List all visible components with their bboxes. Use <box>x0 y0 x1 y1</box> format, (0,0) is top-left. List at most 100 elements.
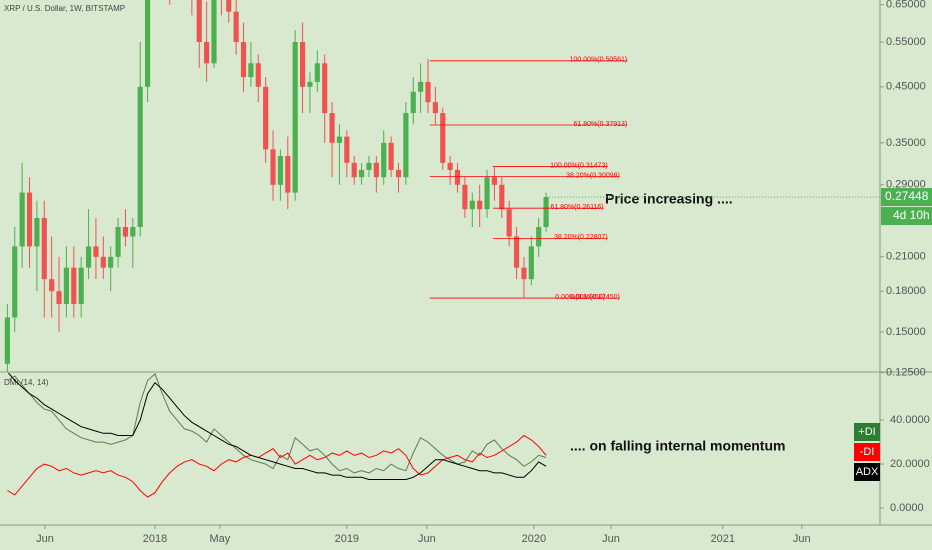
x-tick-label: Jun <box>418 533 436 545</box>
last-price-label: 0.27448 <box>885 189 929 203</box>
candle-body <box>314 63 320 82</box>
y-tick-label: 0.12500 <box>886 366 926 378</box>
candle-body <box>226 0 232 12</box>
candle-body <box>255 63 261 87</box>
legend-label: +DI <box>858 426 875 438</box>
candle-body <box>307 81 313 87</box>
candle-body <box>425 81 431 103</box>
x-tick-label: May <box>210 533 231 545</box>
candle-body <box>469 200 475 210</box>
candle-body <box>85 246 92 268</box>
candle-body <box>410 91 416 114</box>
x-tick-label: 2020 <box>522 533 546 545</box>
candle-body <box>263 86 269 150</box>
y-tick-label: 0.45000 <box>886 81 926 93</box>
candle-body <box>491 177 498 185</box>
axes: Jun 2018 May 2019 Jun 2020 Jun 2021 Jun 0.12500 0.… <box>36 0 932 545</box>
candle-body <box>373 162 379 178</box>
candle-body <box>395 169 402 178</box>
candle-body <box>440 113 446 163</box>
candle-body <box>344 136 350 163</box>
x-tick-label: 2021 <box>711 533 735 545</box>
legend-label: ADX <box>856 466 879 478</box>
candle-body <box>359 169 365 178</box>
candle-body <box>536 227 542 247</box>
price-pane: 100.00%(0.50561) 61.80%(0.37913) 0.00%(0.1… <box>4 0 628 372</box>
candle-body <box>277 155 284 185</box>
fib-label: 100.00%(0.31473) <box>550 162 608 169</box>
candle-body <box>71 267 77 304</box>
fib-label: 61.80%(0.26116) <box>550 204 603 211</box>
y2-tick-label: 20.0000 <box>890 458 930 470</box>
candle-body <box>403 113 409 178</box>
candle-body <box>130 227 136 237</box>
legend-badge <box>854 423 880 441</box>
candle-body <box>122 227 129 237</box>
candle-body <box>137 86 143 228</box>
candle-body <box>432 102 438 114</box>
x-tick-label: 2019 <box>335 533 359 545</box>
candle-body <box>299 42 306 87</box>
fib-label: 100.00%(0.50561) <box>570 57 628 64</box>
candle-body <box>49 279 55 292</box>
fib-label: 0.00%(0.17450) <box>555 294 605 301</box>
candle-body <box>499 184 505 210</box>
y-tick-label: 0.21000 <box>886 251 926 263</box>
candle-body <box>388 142 394 170</box>
legend-label: -DI <box>860 446 875 458</box>
candle-body <box>513 236 520 268</box>
candle-body <box>528 246 534 280</box>
candle-body <box>4 317 10 364</box>
candle-body <box>26 192 33 247</box>
fib-label: 38.20%(0.22807) <box>554 234 608 241</box>
indicator-annotation: .... on falling internal momentum <box>570 438 785 454</box>
dmi-line <box>7 434 547 498</box>
countdown-label: 4d 10h <box>893 208 930 222</box>
x-tick-label: Jun <box>36 533 54 545</box>
y-tick-label: 0.18000 <box>886 285 926 297</box>
candle-body <box>12 246 18 318</box>
candle-body <box>292 42 298 193</box>
last-price-badge <box>881 188 932 207</box>
indicator-title: DMI (14, 14) <box>4 378 49 387</box>
candle-body <box>322 63 328 114</box>
candle-body <box>63 267 69 304</box>
candle-body <box>454 169 461 185</box>
candle-body <box>447 162 453 170</box>
y-tick-label: 0.29000 <box>886 179 926 191</box>
candle-body <box>78 267 84 304</box>
candle-body <box>285 155 291 193</box>
y2-tick-label: 0.0000 <box>890 502 924 514</box>
candle-body <box>233 11 239 43</box>
candle-body <box>543 197 549 228</box>
candle-body <box>506 209 512 237</box>
candle-body <box>418 81 424 92</box>
candle-body <box>93 246 99 257</box>
candle-body <box>248 63 254 78</box>
candle-body <box>351 162 357 178</box>
candle-body <box>56 291 62 304</box>
fib-label: 0.00%(0.17450) <box>570 294 620 301</box>
candle-body <box>366 162 372 170</box>
annotation: Price increasing .... <box>605 191 733 207</box>
candle-body <box>108 256 114 268</box>
x-tick-label: 2018 <box>143 533 167 545</box>
x-tick-label: Jun <box>602 533 620 545</box>
y2-tick-label: 40.0000 <box>890 414 930 426</box>
candle-body <box>211 0 217 64</box>
fib-label: 61.80%(0.37913) <box>574 121 628 128</box>
candle-body <box>204 42 210 64</box>
candle-body <box>34 217 40 247</box>
y-tick-label: 0.55000 <box>886 36 926 48</box>
candle-body <box>19 192 25 247</box>
y-tick-label: 0.65000 <box>886 0 926 11</box>
y-tick-label: 0.35000 <box>886 137 926 149</box>
candle-body <box>462 184 468 210</box>
candle-body <box>521 267 527 280</box>
candle-body <box>477 200 483 210</box>
y-tick-label: 0.15000 <box>886 326 926 338</box>
countdown-badge <box>881 207 932 226</box>
dmi-line <box>7 373 547 480</box>
legend-badge <box>854 463 880 481</box>
